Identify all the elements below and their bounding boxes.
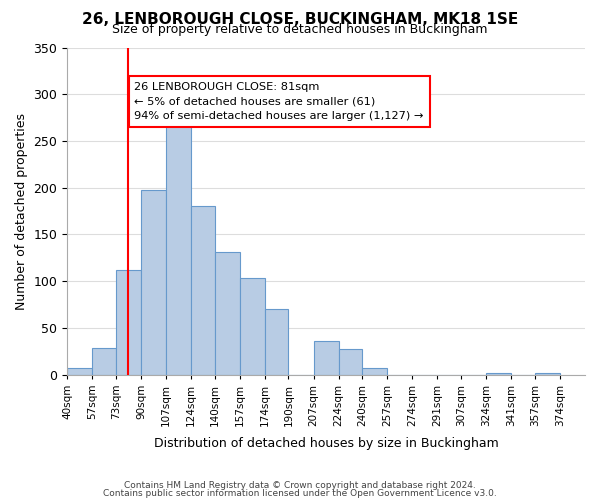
Bar [535,373,560,374]
Bar [166,104,191,374]
Text: Contains public sector information licensed under the Open Government Licence v3: Contains public sector information licen… [103,488,497,498]
Text: Size of property relative to detached houses in Buckingham: Size of property relative to detached ho… [112,22,488,36]
Bar [116,270,141,374]
Bar [240,278,265,374]
Bar [191,206,215,374]
Bar [265,310,289,374]
Bar [314,341,338,374]
Bar [362,368,388,374]
Text: Contains HM Land Registry data © Crown copyright and database right 2024.: Contains HM Land Registry data © Crown c… [124,481,476,490]
Bar [141,190,166,374]
Text: 26 LENBOROUGH CLOSE: 81sqm
← 5% of detached houses are smaller (61)
94% of semi-: 26 LENBOROUGH CLOSE: 81sqm ← 5% of detac… [134,82,424,122]
Bar [67,368,92,374]
Bar [215,252,240,374]
Bar [486,373,511,374]
Y-axis label: Number of detached properties: Number of detached properties [15,112,28,310]
X-axis label: Distribution of detached houses by size in Buckingham: Distribution of detached houses by size … [154,437,499,450]
Bar [338,348,362,374]
Text: 26, LENBOROUGH CLOSE, BUCKINGHAM, MK18 1SE: 26, LENBOROUGH CLOSE, BUCKINGHAM, MK18 1… [82,12,518,28]
Bar [92,348,116,374]
